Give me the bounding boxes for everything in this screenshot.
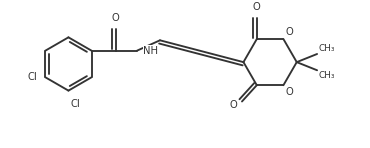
Text: O: O [285,27,293,37]
Text: O: O [285,87,293,97]
Text: NH: NH [143,46,158,56]
Text: O: O [230,100,238,110]
Text: O: O [112,13,120,23]
Text: CH₃: CH₃ [319,71,335,80]
Text: Cl: Cl [71,99,81,109]
Text: O: O [253,2,260,12]
Text: Cl: Cl [27,72,37,82]
Text: CH₃: CH₃ [319,44,335,53]
